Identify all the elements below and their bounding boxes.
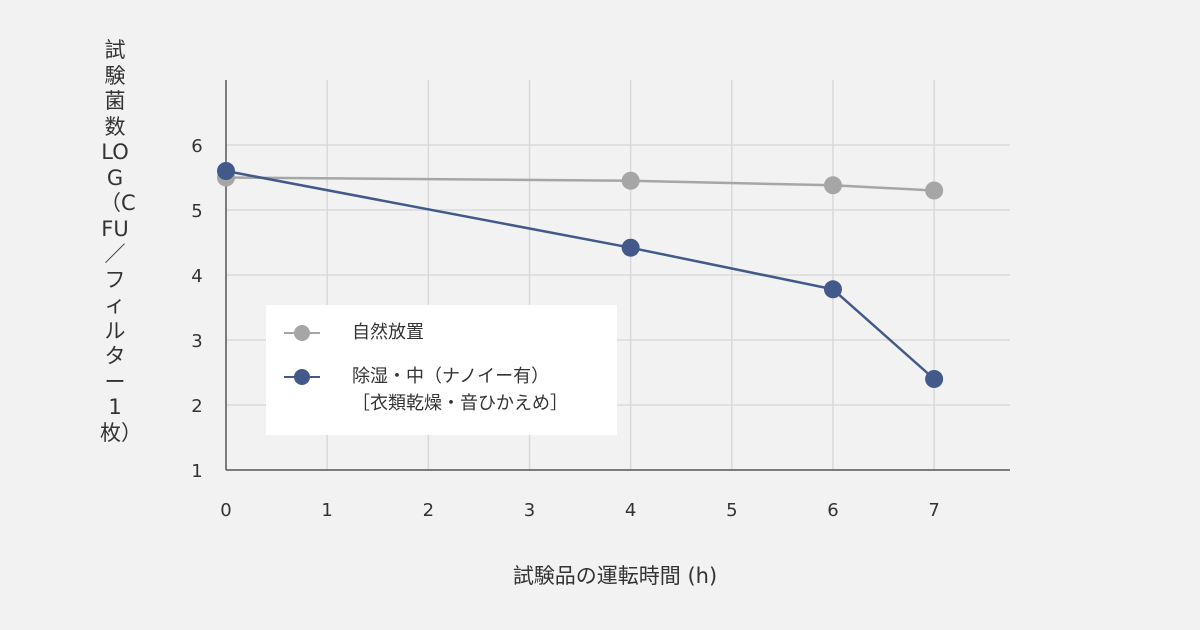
data-point-0	[925, 181, 944, 200]
legend: 自然放置 除湿・中（ナノイー有） ［衣類乾燥・音ひかえめ］	[266, 305, 617, 435]
x-tick-label: 2	[423, 500, 434, 521]
data-point-1	[823, 280, 842, 299]
legend-marker-natural	[284, 325, 320, 341]
data-point-0	[621, 171, 640, 190]
data-point-1	[621, 238, 640, 257]
x-tick-label: 6	[827, 500, 838, 521]
x-tick-label: 3	[524, 500, 535, 521]
legend-label-dehumidify-line2: ［衣類乾燥・音ひかえめ］	[352, 393, 568, 414]
x-tick-label: 5	[726, 500, 737, 521]
y-tick-label: 3	[191, 331, 202, 352]
y-tick-label: 2	[191, 396, 202, 417]
x-tick-label: 1	[321, 500, 332, 521]
x-axis-label: 試験品の運転時間 (h)	[512, 564, 718, 588]
y-axis-label: 試験菌数 LOG（CFU／フィルター1枚）	[100, 38, 142, 445]
legend-label-natural: 自然放置	[352, 322, 424, 343]
x-tick-label: 7	[928, 500, 939, 521]
legend-marker-dehumidify	[284, 369, 320, 385]
series-line-0	[225, 176, 935, 192]
data-point-1	[925, 370, 944, 388]
y-tick-label: 1	[191, 461, 202, 482]
legend-label-dehumidify: 除湿・中（ナノイー有）	[352, 366, 550, 387]
data-point-0	[823, 176, 842, 195]
x-tick-label: 4	[625, 500, 636, 521]
y-tick-label: 4	[191, 266, 202, 287]
series-line-1	[225, 169, 935, 380]
data-point-1	[217, 162, 235, 180]
y-tick-label: 6	[191, 136, 202, 157]
y-tick-label: 5	[191, 201, 202, 222]
x-tick-label: 0	[220, 500, 231, 521]
